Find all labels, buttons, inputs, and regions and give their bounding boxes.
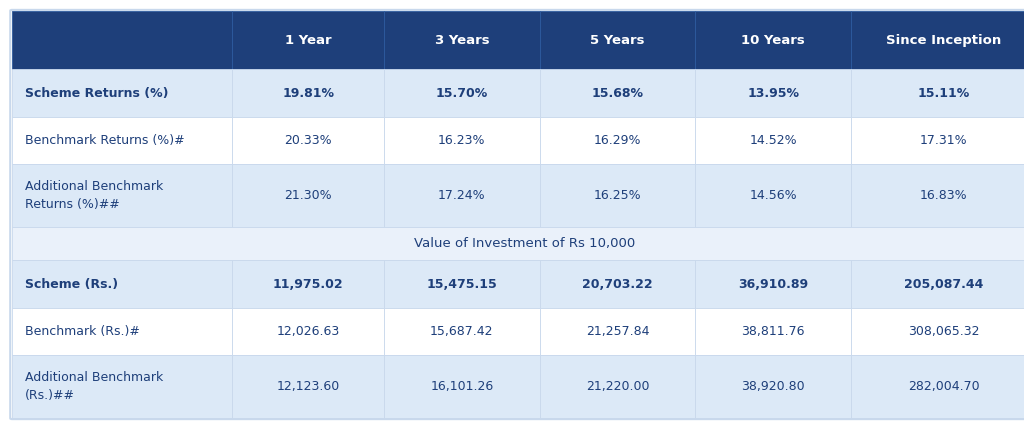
Bar [695,11,851,69]
Bar [12,69,232,117]
Text: 3 Years: 3 Years [434,33,489,47]
Bar [384,355,540,418]
Text: 282,004.70: 282,004.70 [908,380,979,393]
Text: 15.70%: 15.70% [435,87,488,100]
Text: 38,920.80: 38,920.80 [741,380,805,393]
Text: 16.29%: 16.29% [594,134,641,147]
Text: 10 Years: 10 Years [741,33,805,47]
Bar [540,69,695,117]
Bar [12,164,232,227]
Bar [851,11,1024,69]
Bar [232,164,384,227]
Text: 5 Years: 5 Years [590,33,645,47]
Text: 21,220.00: 21,220.00 [586,380,649,393]
Bar [12,355,232,418]
Text: 17.31%: 17.31% [920,134,968,147]
Bar [851,69,1024,117]
Bar [384,260,540,308]
Bar [540,117,695,164]
Bar [540,308,695,355]
Bar [695,164,851,227]
Text: 17.24%: 17.24% [438,189,485,202]
Bar [851,164,1024,227]
Bar [232,260,384,308]
Bar [232,355,384,418]
Text: 11,975.02: 11,975.02 [273,278,343,290]
Text: 12,123.60: 12,123.60 [276,380,340,393]
Bar [695,117,851,164]
Bar [695,260,851,308]
Bar [384,11,540,69]
Bar [12,117,232,164]
Text: Scheme (Rs.): Scheme (Rs.) [25,278,118,290]
Bar [540,164,695,227]
Bar [384,308,540,355]
Bar [12,260,232,308]
Text: Benchmark (Rs.)#: Benchmark (Rs.)# [25,325,139,338]
Bar [232,69,384,117]
Bar [540,260,695,308]
Text: 36,910.89: 36,910.89 [738,278,808,290]
Text: 15.11%: 15.11% [918,87,970,100]
Text: 16,101.26: 16,101.26 [430,380,494,393]
Text: 21,257.84: 21,257.84 [586,325,649,338]
Text: 21.30%: 21.30% [285,189,332,202]
Bar [232,117,384,164]
Text: 19.81%: 19.81% [283,87,334,100]
Text: 20,703.22: 20,703.22 [583,278,652,290]
Text: 15,687.42: 15,687.42 [430,325,494,338]
Text: 14.52%: 14.52% [750,134,797,147]
Bar [12,308,232,355]
Text: 12,026.63: 12,026.63 [276,325,340,338]
Text: Benchmark Returns (%)#: Benchmark Returns (%)# [25,134,184,147]
Text: Additional Benchmark
Returns (%)##: Additional Benchmark Returns (%)## [25,181,163,211]
Bar [540,355,695,418]
Bar [12,227,1024,260]
Bar [384,164,540,227]
Text: 38,811.76: 38,811.76 [741,325,805,338]
Bar [695,355,851,418]
Text: 16.83%: 16.83% [920,189,968,202]
Text: 205,087.44: 205,087.44 [904,278,983,290]
Text: 308,065.32: 308,065.32 [908,325,979,338]
Bar [12,11,232,69]
Bar [851,308,1024,355]
Bar [695,69,851,117]
Text: 13.95%: 13.95% [748,87,799,100]
Bar [232,308,384,355]
Text: 16.23%: 16.23% [438,134,485,147]
Text: Scheme Returns (%): Scheme Returns (%) [25,87,168,100]
Bar [851,117,1024,164]
Text: Value of Investment of Rs 10,000: Value of Investment of Rs 10,000 [414,237,635,251]
Text: 16.25%: 16.25% [594,189,641,202]
Bar [540,11,695,69]
Text: 20.33%: 20.33% [285,134,332,147]
Bar [384,69,540,117]
Text: 15,475.15: 15,475.15 [426,278,498,290]
Text: Since Inception: Since Inception [886,33,1001,47]
Text: 15.68%: 15.68% [592,87,643,100]
Text: 14.56%: 14.56% [750,189,797,202]
Bar [851,260,1024,308]
Text: Additional Benchmark
(Rs.)##: Additional Benchmark (Rs.)## [25,372,163,402]
Bar [695,308,851,355]
Bar [232,11,384,69]
Bar [384,117,540,164]
Text: 1 Year: 1 Year [285,33,332,47]
Bar [851,355,1024,418]
